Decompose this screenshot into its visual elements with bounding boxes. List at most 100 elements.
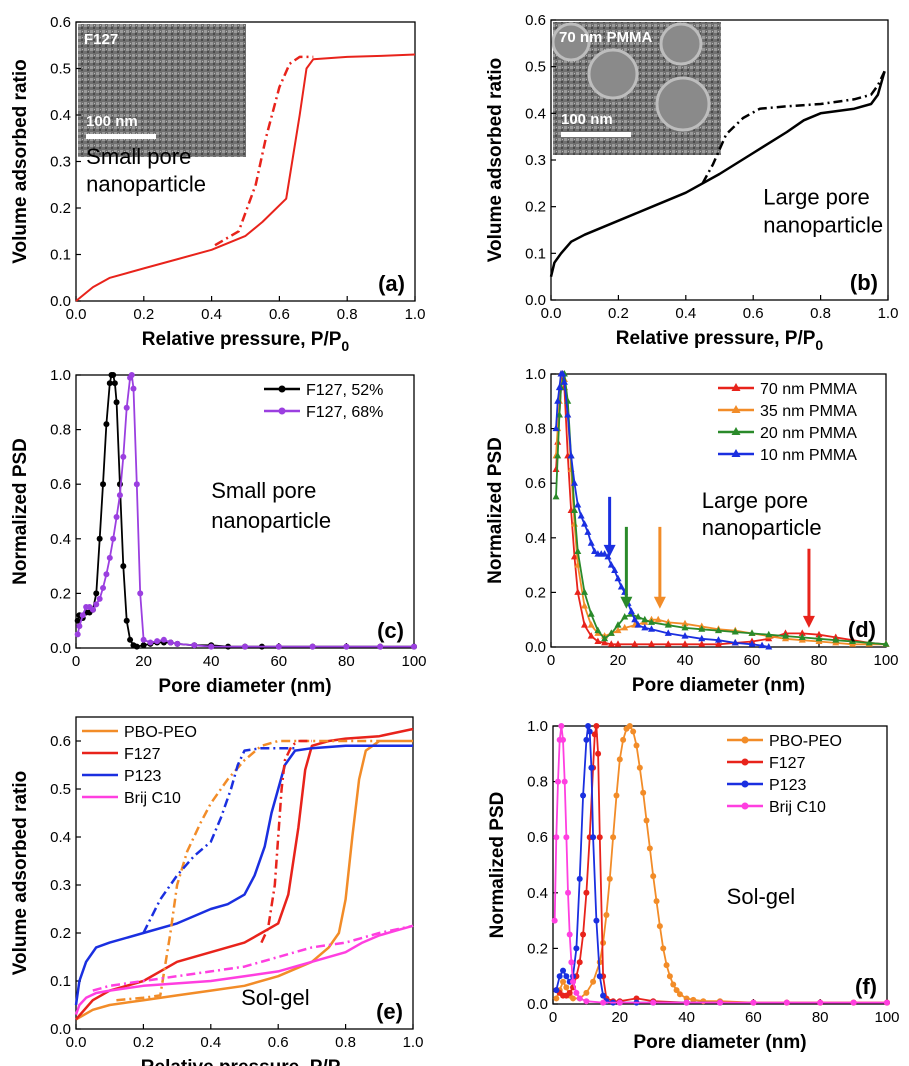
data-point [670, 981, 677, 988]
y-tick-label: 0.3 [50, 154, 71, 171]
data-point [565, 889, 572, 896]
data-point [591, 547, 599, 554]
panel-d: 0 20 40 60 80 100 0.0 0.2 0.4 0.6 0.8 1.0 Pore diame… [485, 366, 899, 696]
annotation: Large pore [763, 184, 869, 209]
data-point [553, 834, 560, 841]
data-point [664, 621, 672, 628]
data-point [574, 501, 582, 508]
y-tick-label: 0.3 [525, 152, 546, 169]
data-point [576, 875, 583, 882]
y-tick-label: 0.1 [50, 247, 71, 264]
y-tick-label: 0.6 [50, 733, 71, 750]
data-point [570, 506, 578, 513]
x-tick-label: 0.8 [337, 306, 358, 323]
legend-entry: 70 nm PMMA [760, 381, 857, 398]
series-line [142, 746, 296, 934]
legend-marker [731, 427, 741, 435]
x-axis-label: Pore diameter (nm) [158, 676, 331, 697]
data-point [275, 643, 282, 650]
x-tick-label: 1.0 [403, 1034, 424, 1051]
data-point [630, 728, 637, 735]
data-point [817, 999, 824, 1006]
data-point [120, 563, 127, 570]
y-tick-label: 0.5 [50, 781, 71, 798]
x-axis-label: Pore diameter (nm) [632, 675, 805, 696]
data-point [614, 621, 622, 628]
data-point [591, 731, 598, 738]
series-line [260, 739, 312, 944]
data-point [140, 642, 147, 649]
arrow-head [620, 596, 633, 609]
data-point [596, 973, 603, 980]
data-point [631, 640, 639, 647]
y-tick-label: 0.2 [527, 940, 548, 957]
data-point [583, 889, 590, 896]
y-tick-label: 0.2 [50, 925, 71, 942]
y-tick-label: 0.2 [525, 199, 546, 216]
y-tick-label: 0.1 [50, 973, 71, 990]
plot-frame [550, 373, 887, 648]
data-point [616, 999, 623, 1006]
data-point [765, 630, 773, 638]
data-point [100, 584, 107, 591]
legend-marker [731, 405, 741, 413]
x-tick-label: 0.6 [743, 305, 764, 322]
y-tick-label: 0.2 [525, 584, 546, 601]
data-point [580, 931, 587, 938]
data-point [660, 945, 667, 952]
legend-marker [278, 385, 286, 393]
y-tick-label: 0.1 [525, 245, 546, 262]
legend-marker [741, 802, 749, 810]
series-line [75, 739, 413, 1021]
series-line [74, 744, 413, 1006]
data-point [748, 640, 756, 647]
annotation: Large pore [702, 488, 808, 513]
y-tick-label: 0.4 [527, 885, 548, 902]
data-point [633, 742, 640, 749]
legend-entry: 20 nm PMMA [760, 425, 857, 442]
x-tick-label: 20 [611, 1009, 628, 1026]
data-point [634, 621, 642, 628]
y-tick-label: 0.5 [525, 59, 546, 76]
y-axis-label: Volume adsorbed ratio [10, 771, 31, 975]
data-point [563, 984, 570, 991]
legend-entry: PBO-PEO [769, 733, 842, 750]
y-tick-label: 0.6 [50, 476, 71, 493]
data-point [79, 612, 86, 619]
legend-entry: Brij C10 [124, 790, 181, 807]
data-point [783, 999, 790, 1006]
data-point [113, 513, 120, 520]
data-point [698, 634, 706, 642]
data-point [748, 629, 756, 636]
x-tick-label: 60 [744, 652, 761, 669]
data-point [882, 640, 890, 647]
x-tick-label: 60 [270, 653, 287, 670]
data-point [650, 999, 657, 1006]
legend-marker [731, 383, 741, 391]
data-point [654, 615, 662, 623]
data-point [594, 637, 602, 645]
data-point [583, 998, 590, 1005]
data-point [560, 736, 567, 743]
data-point [604, 552, 612, 560]
data-point [555, 383, 563, 391]
scale-bar-label: 100 nm [561, 111, 613, 128]
pore-circle [659, 22, 703, 66]
legend-marker [731, 449, 741, 457]
data-point [631, 615, 639, 623]
panel-label: (f) [855, 974, 877, 999]
panel-label: (c) [377, 618, 404, 643]
annotation: Small pore [86, 144, 191, 169]
data-point [676, 991, 683, 998]
y-tick-label: 0.0 [527, 996, 548, 1013]
y-tick-label: 0.4 [50, 829, 71, 846]
data-point [603, 912, 610, 919]
data-point [648, 625, 655, 632]
data-point [626, 723, 633, 729]
data-point [621, 623, 629, 631]
x-tick-label: 80 [338, 653, 355, 670]
scale-bar [561, 132, 631, 137]
y-axis-label: Volume adsorbed ratio [485, 58, 506, 262]
data-point [123, 404, 130, 411]
data-point [554, 397, 562, 404]
